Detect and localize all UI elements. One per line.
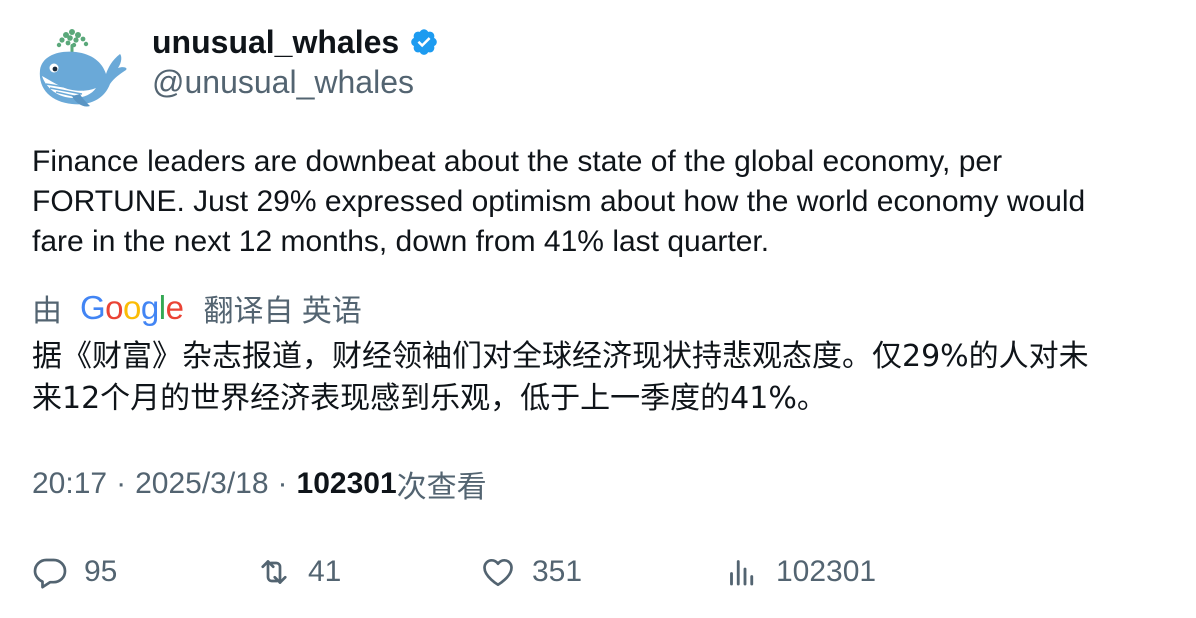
account-names: unusual_whales @unusual_whales — [152, 24, 439, 100]
views-button[interactable]: 102301 — [724, 550, 876, 594]
display-name-row: unusual_whales — [152, 24, 439, 60]
reply-button[interactable]: 95 — [32, 550, 117, 594]
google-logo-letter: e — [165, 289, 184, 326]
retweet-icon — [261, 560, 287, 584]
verified-badge-icon[interactable] — [409, 27, 439, 57]
reply-count: 95 — [84, 555, 118, 588]
tweet-date[interactable]: 2025/3/18 — [135, 467, 269, 500]
tweet-header: unusual_whales @unusual_whales — [32, 24, 439, 114]
google-logo-letter: o — [105, 289, 124, 326]
google-logo[interactable]: Google — [80, 289, 184, 327]
google-logo-letter: G — [80, 289, 106, 326]
display-name[interactable]: unusual_whales — [152, 24, 400, 60]
translated-by-label: 由 — [32, 295, 62, 328]
meta-separator: · — [116, 467, 127, 500]
views-count: 102301 — [296, 467, 397, 500]
retweet-button[interactable]: 41 — [256, 550, 341, 594]
meta-separator: · — [277, 467, 288, 500]
account-handle[interactable]: @unusual_whales — [152, 64, 414, 100]
tweet-time[interactable]: 20:17 — [32, 467, 108, 500]
avatar[interactable] — [32, 24, 128, 114]
google-logo-letter: l — [158, 289, 166, 326]
tweet-meta: 20:17 · 2025/3/18 · 102301 次查看 — [32, 464, 487, 504]
tweet-text: Finance leaders are downbeat about the s… — [32, 145, 1086, 258]
whale-logo-icon — [39, 29, 127, 107]
heart-icon — [483, 558, 513, 587]
reply-icon — [33, 558, 67, 589]
translation-attribution: 由 Google 翻译自 英语 — [32, 288, 362, 328]
retweet-count: 41 — [308, 555, 342, 588]
google-logo-letter: g — [140, 289, 159, 326]
like-count: 351 — [532, 555, 583, 588]
translated-from-label[interactable]: 翻译自 英语 — [203, 295, 362, 328]
google-logo-letter: o — [123, 289, 141, 326]
analytics-icon — [730, 560, 754, 586]
views-action-count: 102301 — [776, 555, 877, 588]
views-label: 次查看 — [396, 471, 487, 504]
tweet-actions: 95 41 351 102301 — [32, 550, 1172, 594]
like-button[interactable]: 351 — [480, 550, 582, 594]
translated-tweet-text: 据《财富》杂志报道，财经领袖们对全球经济现状持悲观态度。仅29%的人对未 来12… — [32, 339, 1089, 416]
